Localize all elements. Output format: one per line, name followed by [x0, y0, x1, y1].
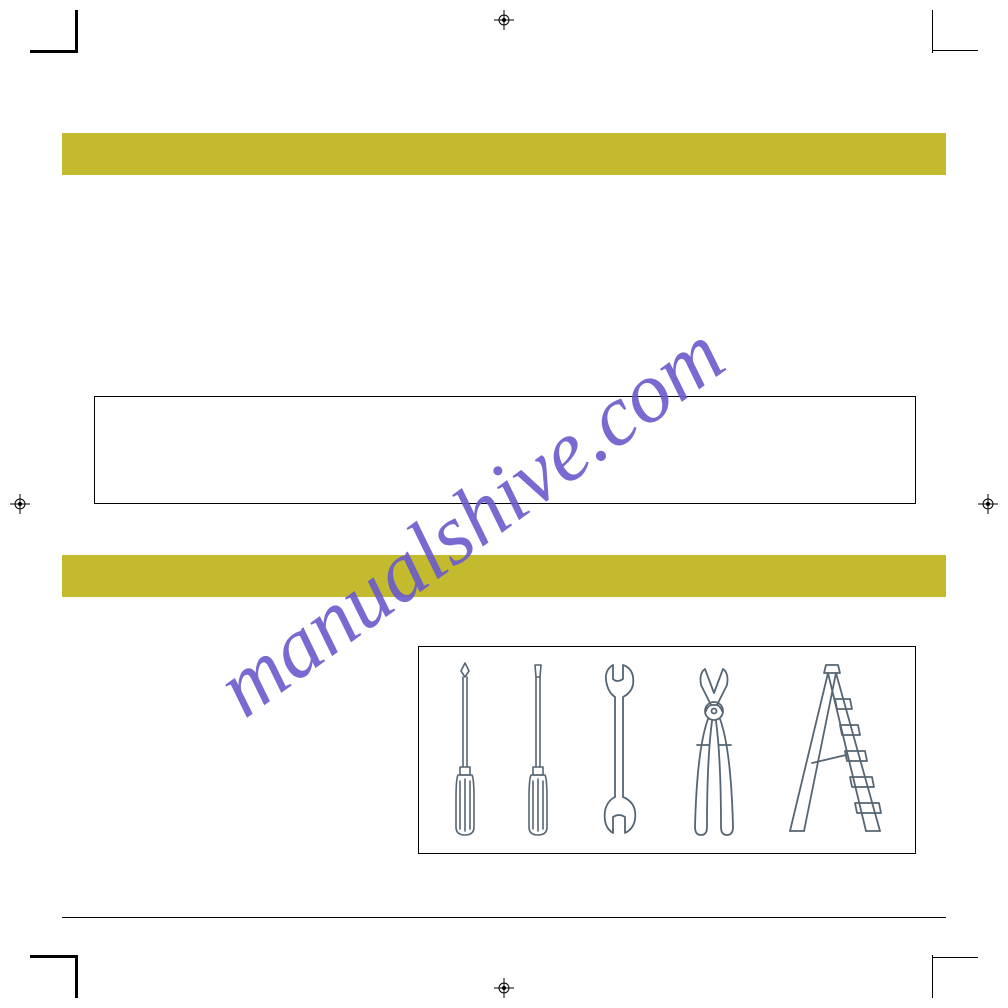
crop-mark	[932, 10, 933, 53]
registration-target-icon	[494, 978, 514, 998]
registration-target-icon	[494, 10, 514, 30]
pliers-icon	[679, 659, 749, 839]
crop-mark	[30, 955, 75, 958]
section-bar	[62, 133, 946, 175]
registration-target-icon	[10, 494, 30, 514]
callout-box	[94, 396, 916, 504]
wrench-icon	[589, 659, 649, 839]
tools-required-panel	[418, 646, 916, 854]
crop-mark	[75, 10, 78, 53]
section-bar	[62, 555, 946, 597]
crop-mark	[932, 955, 933, 998]
footer-rule	[62, 917, 946, 918]
crop-mark	[75, 955, 78, 998]
phillips-screwdriver-icon	[444, 659, 486, 839]
flathead-screwdriver-icon	[517, 659, 559, 839]
tools-row	[419, 647, 915, 853]
step-ladder-icon	[780, 659, 890, 839]
registration-target-icon	[978, 494, 998, 514]
crop-mark	[30, 50, 75, 53]
crop-mark	[933, 957, 978, 958]
crop-mark	[933, 50, 978, 51]
